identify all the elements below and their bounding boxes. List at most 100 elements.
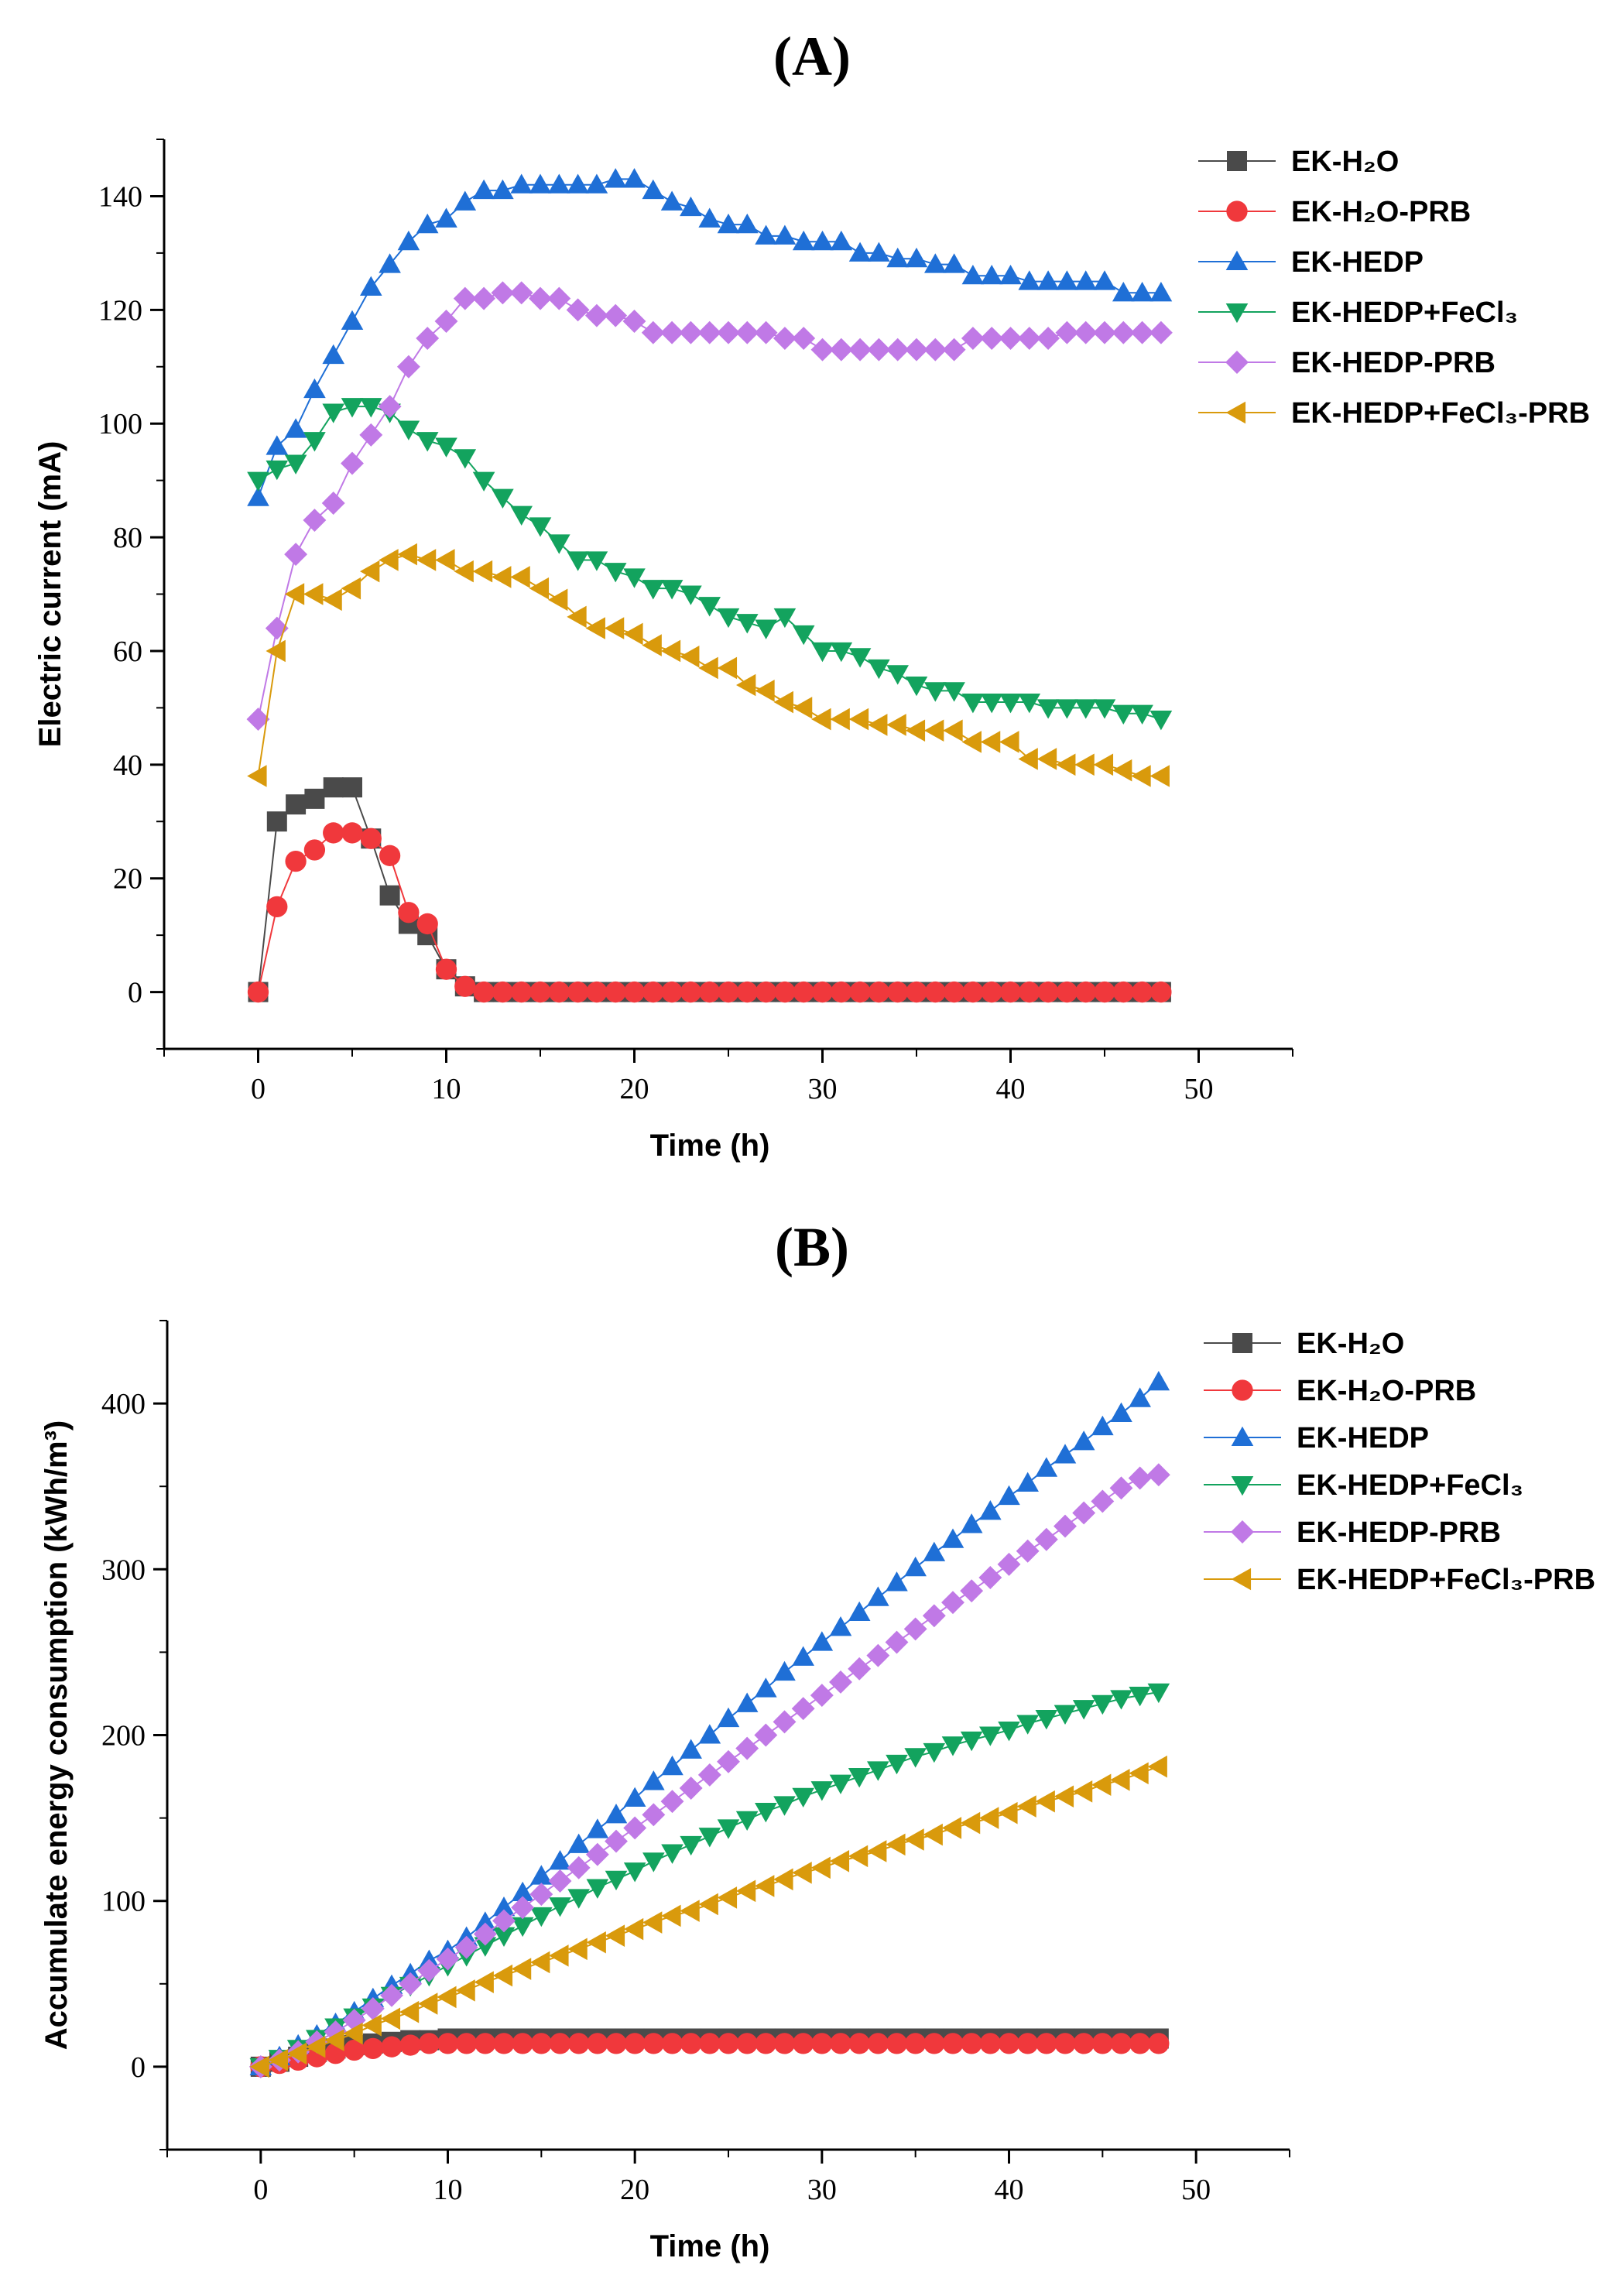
chart-b-data-point — [661, 2033, 684, 2054]
panel-a: (A) 0 10 20 30 40 50 0 20 40 60 80 100 120 140 Time (h… — [33, 26, 1590, 1163]
chart-a-data-point — [1056, 753, 1076, 776]
chart-a-data-point — [472, 179, 495, 200]
chart-a-data-point — [680, 981, 702, 1003]
chart-b-data-point — [1054, 1785, 1074, 1808]
chart-a-data-point — [435, 207, 457, 228]
chart-a-data-point — [1075, 981, 1097, 1003]
chart-b-data-point — [661, 1755, 684, 1776]
chart-a-data-point — [923, 338, 947, 361]
chart-b-data-point — [923, 2033, 945, 2054]
chart-a-data-point — [1074, 753, 1095, 776]
chart-b-data-point — [941, 1736, 964, 1756]
chart-a-data-point — [868, 714, 888, 736]
chart-a-data-point — [697, 320, 721, 344]
chart-b-data-point — [941, 1591, 964, 1615]
chart-b-data-point — [755, 1802, 777, 1823]
chart-a-data-point — [342, 777, 362, 798]
chart-a-data-point — [642, 179, 665, 200]
chart-b-data-point — [1054, 1444, 1077, 1464]
chart-a-data-point — [266, 639, 286, 663]
chart-b-y-tick-label: 100 — [101, 1886, 146, 1918]
chart-b-data-point — [886, 1571, 908, 1592]
chart-a-data-point — [472, 560, 493, 583]
chart-b-data-point — [1072, 1501, 1096, 1525]
chart-a-data-point — [1093, 270, 1116, 290]
chart-b-data-point — [680, 1835, 702, 1856]
chart-b-data-point — [324, 2029, 344, 2051]
chart-a-data-point — [980, 327, 1004, 350]
chart-b-data-point — [848, 1657, 872, 1681]
chart-a-data-point — [322, 403, 344, 423]
chart-a-data-point — [379, 549, 399, 571]
chart-b-data-point — [306, 2035, 326, 2058]
chart-b-data-point — [1147, 1683, 1170, 1704]
chart-b-data-point — [848, 1601, 871, 1622]
chart-b-data-point — [773, 2033, 796, 2054]
chart-b-data-point — [380, 1983, 403, 2007]
chart-b-data-point — [1129, 2033, 1151, 2054]
chart-a-legend-marker — [1226, 200, 1248, 222]
chart-b-data-point — [735, 1736, 759, 1760]
chart-b-legend-label: EK-H₂O — [1297, 1328, 1404, 1360]
chart-a-data-point — [999, 981, 1022, 1003]
chart-b-data-point — [867, 1761, 889, 1781]
chart-a-data-point — [285, 851, 307, 872]
chart-b-data-point — [717, 1886, 738, 1909]
chart-a-data-point — [1055, 320, 1079, 344]
chart-a-data-point — [999, 693, 1022, 714]
chart-a-data-point — [416, 213, 439, 234]
chart-b-data-point — [829, 1670, 852, 1694]
chart-a-data-point — [622, 310, 646, 333]
chart-b-data-point — [810, 1684, 834, 1708]
chart-a-y-tick-label: 0 — [128, 977, 142, 1009]
chart-b-data-point — [886, 2033, 908, 2054]
chart-b-data-point — [624, 2033, 646, 2054]
chart-a-data-point — [529, 577, 550, 600]
chart-b-x-tick-label: 40 — [995, 2174, 1024, 2206]
chart-b-data-point — [773, 1868, 793, 1891]
chart-b-x-tick-label: 50 — [1181, 2174, 1211, 2206]
chart-a-data-point — [1056, 699, 1078, 719]
chart-b-data-point — [1016, 1715, 1039, 1735]
chart-b-data-point — [1091, 1694, 1114, 1715]
chart-a-legend-label: EK-HEDP — [1291, 246, 1424, 279]
chart-a-data-point — [1131, 281, 1153, 302]
chart-b-data-point — [1110, 1402, 1132, 1423]
chart-a-data-point — [642, 634, 662, 656]
chart-b-data-point — [660, 1790, 684, 1814]
chart-a-data-point — [962, 981, 984, 1003]
chart-a-data-point — [886, 714, 906, 736]
chart-a-data-point — [1074, 270, 1097, 290]
chart-b-data-point — [1091, 1415, 1114, 1436]
chart-b-data-point — [1072, 1431, 1095, 1451]
chart-a-data-point — [999, 731, 1019, 753]
chart-a-data-point — [416, 432, 439, 452]
chart-a-data-point — [811, 642, 834, 663]
chart-b-data-point — [492, 1909, 516, 1933]
chart-b-data-point — [923, 1742, 946, 1763]
chart-a-data-point — [868, 981, 890, 1003]
chart-a-data-point — [848, 338, 872, 361]
chart-a-data-point — [868, 659, 890, 680]
chart-b-data-point — [642, 2033, 664, 2054]
chart-a-data-point — [1056, 270, 1078, 290]
chart-a-data-point — [1094, 981, 1115, 1003]
chart-a-data-point — [396, 355, 420, 379]
chart-a-data-point — [510, 173, 533, 194]
chart-b-data-point — [923, 1823, 943, 1846]
chart-a-data-point — [1018, 693, 1041, 714]
chart-a-data-point — [247, 486, 269, 506]
chart-a-data-point — [303, 509, 327, 532]
chart-a-x-tick-label: 40 — [996, 1073, 1026, 1105]
chart-b-data-point — [549, 1849, 571, 1870]
chart-a-data-point — [492, 179, 514, 200]
chart-a-data-point — [830, 230, 853, 251]
chart-b-data-point — [680, 1900, 700, 1922]
chart-b-data-point — [324, 2020, 348, 2044]
chart-a-data-point — [680, 585, 702, 605]
chart-b-data-point — [1091, 2033, 1113, 2054]
chart-b-data-point — [474, 1971, 494, 1993]
chart-a-electric-current: 0 10 20 30 40 50 0 20 40 60 80 100 120 140 Time (h) Ele… — [33, 139, 1590, 1163]
chart-a-data-point — [773, 224, 797, 245]
chart-b-data-point — [830, 2033, 851, 2054]
